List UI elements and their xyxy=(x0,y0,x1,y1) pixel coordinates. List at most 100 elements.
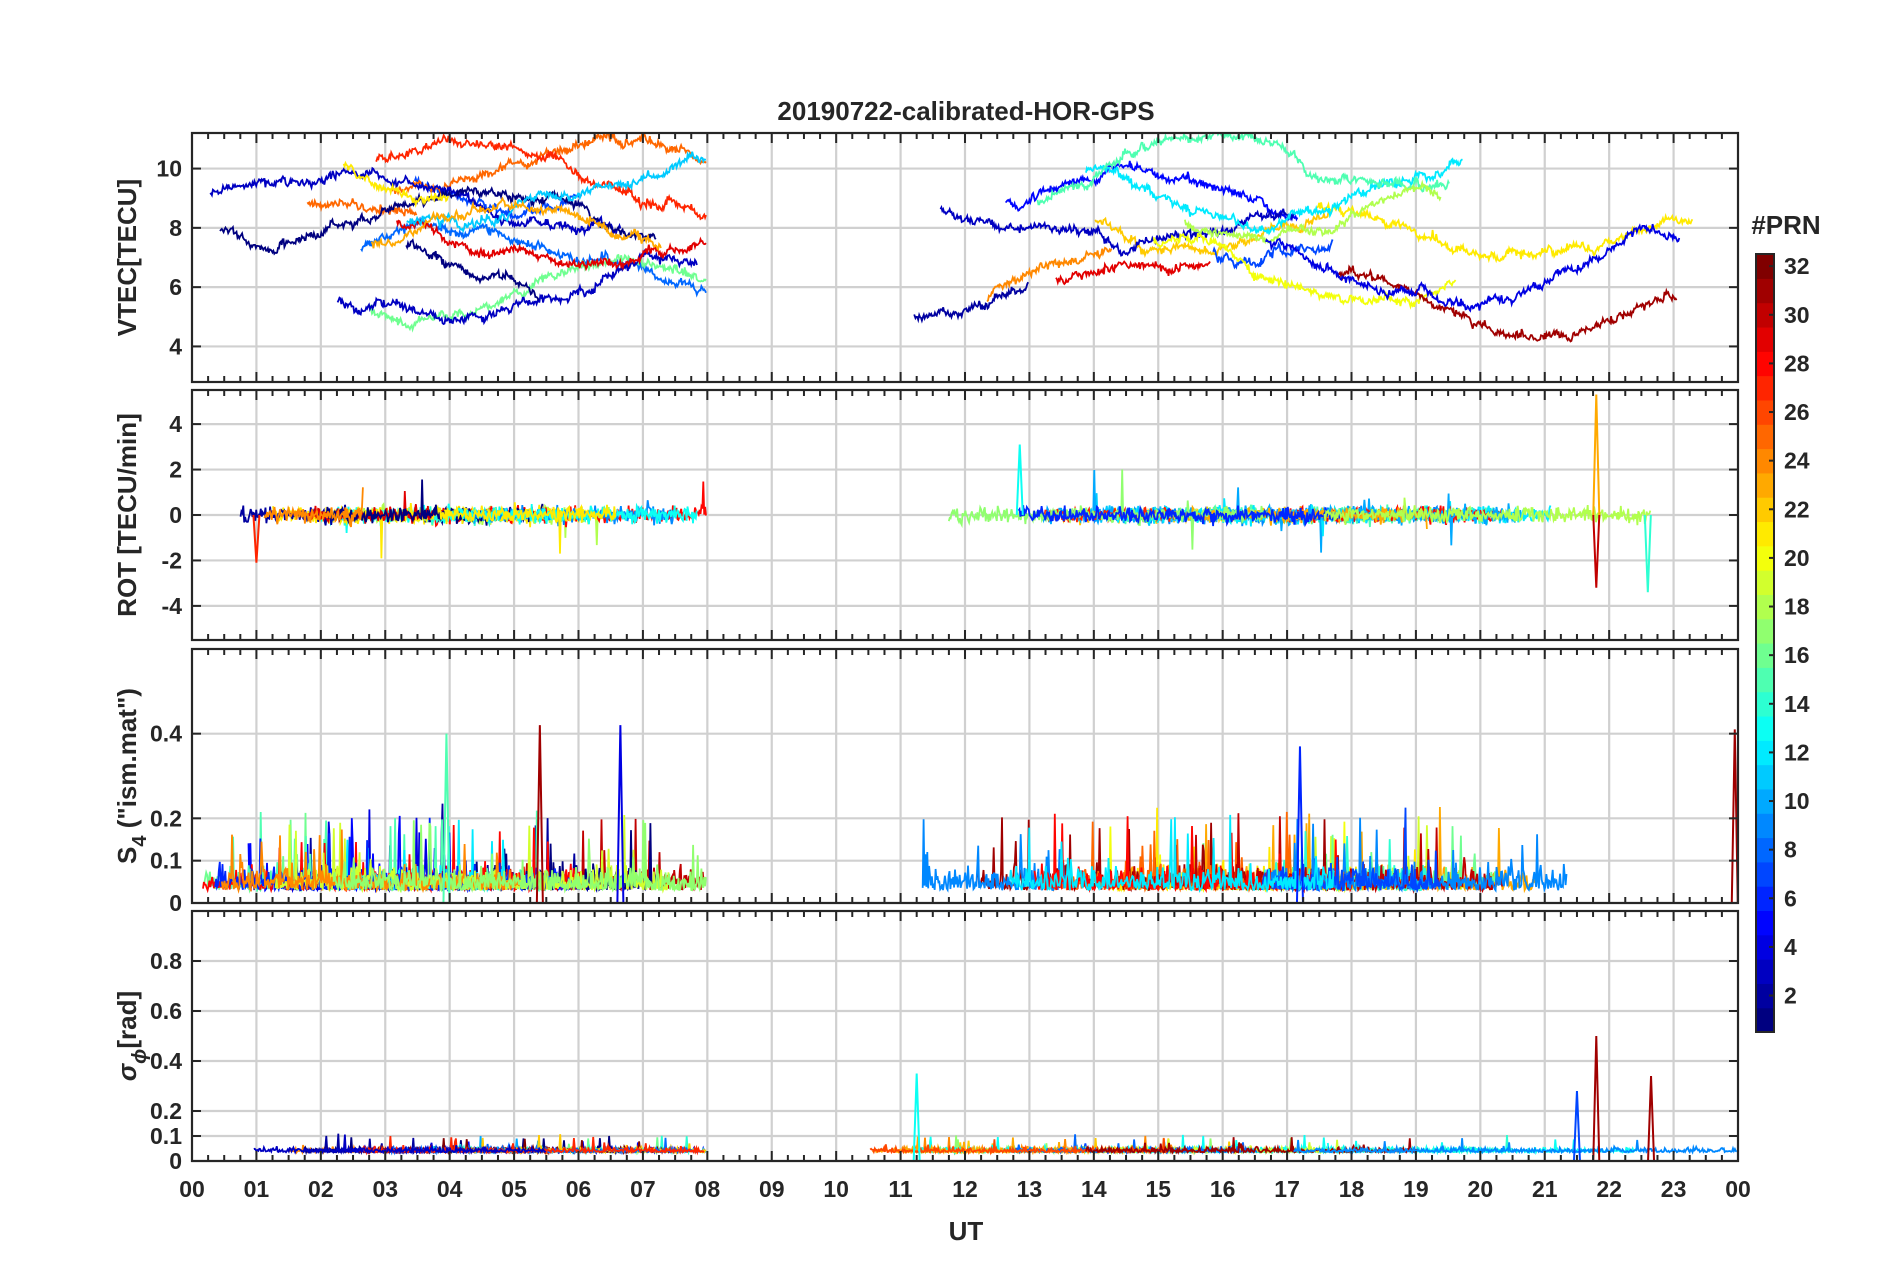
tick-marks xyxy=(192,390,1738,640)
colorbar-tick-label: 32 xyxy=(1784,253,1810,279)
spike-mark xyxy=(1592,394,1601,516)
x-tick-label: 06 xyxy=(566,1176,592,1202)
y-tick-label: 0.6 xyxy=(150,998,182,1024)
prn-trace xyxy=(253,1134,547,1156)
prn-trace xyxy=(406,150,707,234)
y-tick-label: 0 xyxy=(169,502,182,528)
y-axis-label: ROT [TECU/min] xyxy=(112,413,142,617)
panel-vtec: 4 6 8 10 VTEC[TECU] xyxy=(112,131,1740,384)
data-traces xyxy=(202,725,1738,903)
y-tick-label: -4 xyxy=(162,593,183,619)
prn-trace xyxy=(1264,223,1681,313)
chart-title: 20190722-calibrated-HOR-GPS xyxy=(777,96,1154,126)
prn-trace xyxy=(1017,504,1343,528)
colorbar-segment xyxy=(1756,740,1774,766)
y-tick-label: 0.2 xyxy=(150,805,182,831)
colorbar-segment xyxy=(1756,497,1774,523)
prn-trace xyxy=(332,820,707,894)
colorbar-segment xyxy=(1756,594,1774,620)
grid xyxy=(192,911,1738,1163)
colorbar-segment xyxy=(1756,278,1774,304)
colorbar-tick-label: 24 xyxy=(1784,448,1810,474)
spike-mark xyxy=(252,514,261,563)
panel-sigma-phi: 00.10.2 0.4 0.6 0.8 σϕ[rad] xyxy=(112,909,1740,1174)
y-tick-label: 4 xyxy=(169,411,182,437)
grid xyxy=(192,133,1738,382)
prn-trace xyxy=(437,502,617,554)
y-axis-label: VTEC[TECU] xyxy=(112,179,142,336)
panel-s4: 0 0.1 0.2 0.4S4 ("ism.mat") xyxy=(112,647,1740,916)
prn-trace xyxy=(375,133,707,221)
prn-trace xyxy=(986,246,1113,303)
colorbar-segment xyxy=(1756,667,1774,693)
colorbar-segment xyxy=(1756,424,1774,450)
prn-trace xyxy=(263,487,364,528)
x-tick-label: 16 xyxy=(1210,1176,1236,1202)
colorbar-segment xyxy=(1756,570,1774,595)
prn-trace xyxy=(1036,133,1450,206)
colorbar-segment xyxy=(1756,472,1774,498)
x-tick-label: 13 xyxy=(1017,1176,1043,1202)
colorbar-segment xyxy=(1756,910,1774,936)
spike-mark xyxy=(616,725,625,903)
x-tick-label: 01 xyxy=(244,1176,270,1202)
x-tick-label: 12 xyxy=(952,1176,978,1202)
colorbar-tick-label: 30 xyxy=(1784,302,1810,328)
y-tick-label: 8 xyxy=(169,215,182,241)
colorbar-segment xyxy=(1756,837,1774,863)
prn-trace xyxy=(1212,239,1334,270)
x-tick-label: 17 xyxy=(1274,1176,1300,1202)
prn-trace xyxy=(367,253,707,333)
spike-mark xyxy=(912,1073,921,1161)
spike-mark xyxy=(1295,746,1304,903)
data-traces xyxy=(253,1035,1738,1161)
tick-marks xyxy=(192,911,1738,1162)
spike-mark xyxy=(1572,1090,1581,1161)
colorbar-tick-label: 4 xyxy=(1784,934,1797,960)
spike-mark xyxy=(442,733,451,903)
prn-trace xyxy=(370,196,662,252)
x-axis-label: UT xyxy=(949,1216,984,1246)
y-tick-label: 6 xyxy=(169,274,182,300)
tick-marks xyxy=(192,649,1738,904)
data-traces xyxy=(209,133,1694,343)
y-tick-label: 0.8 xyxy=(150,948,182,974)
x-tick-label: 07 xyxy=(630,1176,656,1202)
colorbar-segment xyxy=(1756,886,1774,912)
colorbar-segment xyxy=(1756,326,1774,352)
y-tick-label: 10 xyxy=(156,156,182,182)
colorbar-segment xyxy=(1756,643,1774,668)
colorbar-segment xyxy=(1756,375,1774,401)
colorbar-segment xyxy=(1756,521,1774,547)
x-tick-label: 04 xyxy=(437,1176,463,1202)
spike-mark xyxy=(1643,514,1652,593)
panel-rot: -4 -2 0 2 4 ROT [TECU/min] xyxy=(112,388,1740,642)
prn-trace xyxy=(921,819,1067,893)
x-tick-label: 21 xyxy=(1532,1176,1558,1202)
y-axis-label: S4 ("ism.mat") xyxy=(112,688,151,864)
colorbar-segment xyxy=(1756,618,1774,644)
colorbar-segment xyxy=(1756,934,1774,960)
spike-mark xyxy=(1592,1035,1601,1161)
prn-trace xyxy=(1336,264,1678,343)
colorbar-segment xyxy=(1756,813,1774,839)
data-traces xyxy=(239,394,1652,593)
prn-trace xyxy=(1085,157,1463,236)
x-tick-label: 10 xyxy=(823,1176,849,1202)
x-tick-label: 02 xyxy=(308,1176,334,1202)
spike-mark xyxy=(1647,1075,1656,1161)
colorbar-tick-label: 26 xyxy=(1784,399,1810,425)
colorbar-segment xyxy=(1756,302,1774,328)
spike-mark xyxy=(1730,729,1738,903)
x-tick-label: 19 xyxy=(1403,1176,1429,1202)
spike-mark xyxy=(1592,514,1601,588)
prn-trace xyxy=(1055,260,1211,286)
y-tick-label: 4 xyxy=(169,333,182,359)
x-tick-label: 00 xyxy=(1725,1176,1751,1202)
colorbar-tick-label: 14 xyxy=(1784,691,1810,717)
colorbar-segment xyxy=(1756,715,1774,741)
colorbar-tick-label: 8 xyxy=(1784,837,1797,863)
y-axis-label: σϕ[rad] xyxy=(112,991,151,1081)
colorbar-tick-label: 22 xyxy=(1784,496,1810,522)
colorbar-segment xyxy=(1756,764,1774,790)
